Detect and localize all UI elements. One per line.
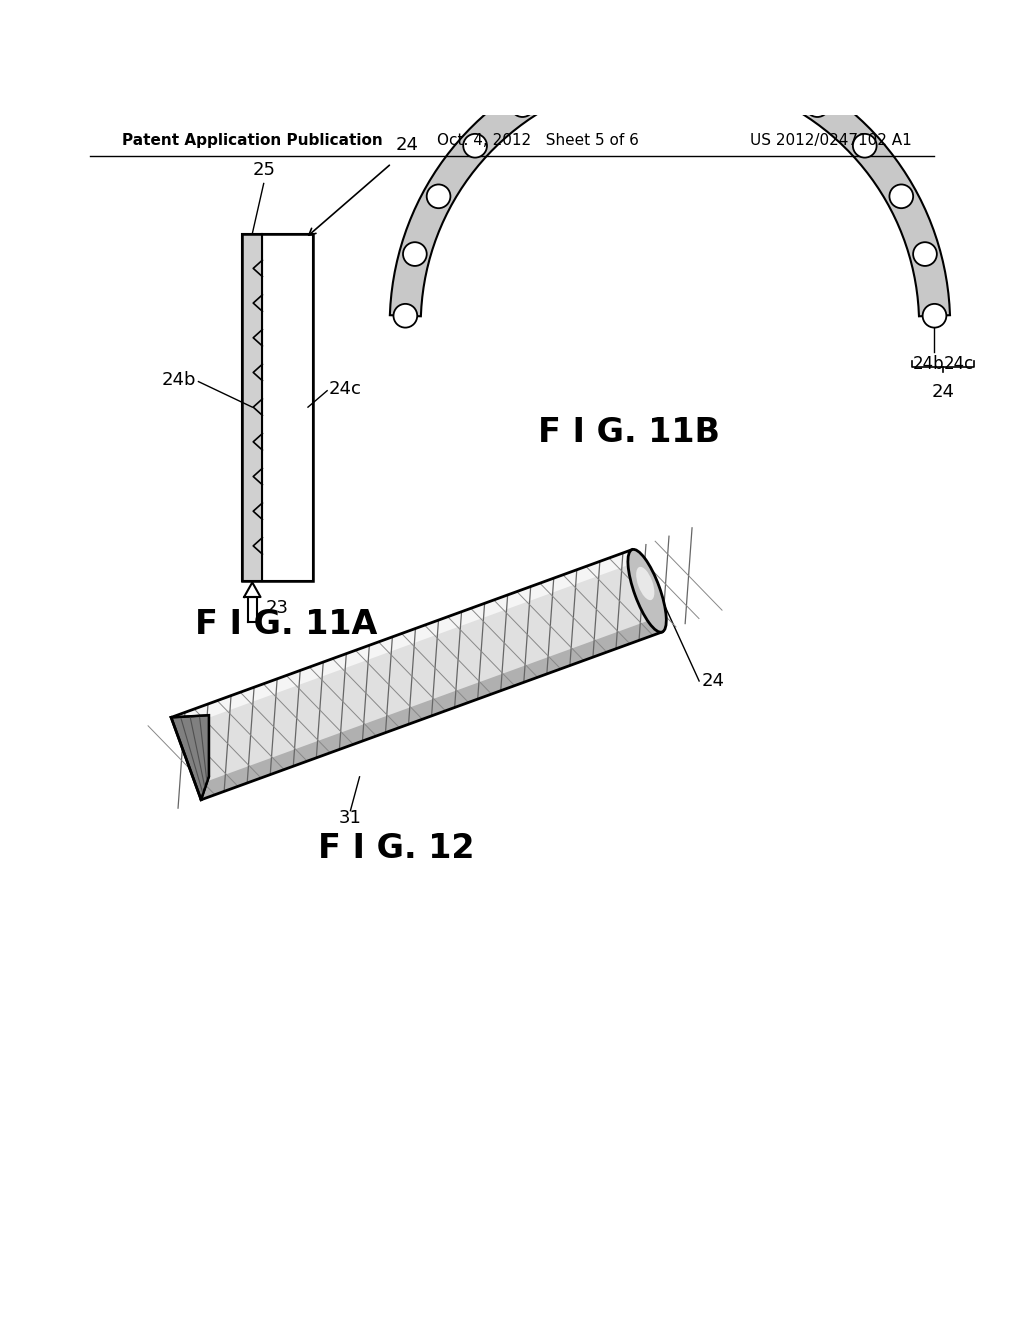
Text: F I G. 11A: F I G. 11A — [196, 609, 378, 642]
Text: 24: 24 — [931, 383, 954, 401]
Circle shape — [890, 185, 913, 209]
Ellipse shape — [628, 549, 667, 632]
Circle shape — [427, 185, 451, 209]
Text: 24c: 24c — [329, 380, 361, 397]
Circle shape — [913, 242, 937, 265]
Circle shape — [750, 65, 774, 88]
Circle shape — [566, 65, 590, 88]
Polygon shape — [171, 549, 663, 800]
Polygon shape — [171, 549, 663, 800]
Circle shape — [403, 242, 427, 265]
Circle shape — [627, 50, 650, 74]
Circle shape — [511, 94, 535, 117]
Polygon shape — [171, 715, 209, 800]
Bar — [243, 234, 312, 581]
Text: 24b: 24b — [162, 371, 197, 389]
Circle shape — [923, 304, 946, 327]
Circle shape — [853, 133, 877, 157]
Text: 24b: 24b — [912, 355, 944, 374]
Bar — [243, 234, 262, 581]
Ellipse shape — [636, 566, 654, 601]
Text: 25: 25 — [252, 161, 275, 180]
Bar — [262, 234, 312, 581]
Text: 31: 31 — [339, 809, 361, 826]
Text: 24: 24 — [701, 672, 725, 690]
Text: Patent Application Publication: Patent Application Publication — [122, 133, 383, 148]
Polygon shape — [171, 549, 637, 730]
Circle shape — [689, 50, 713, 74]
Text: F I G. 11B: F I G. 11B — [538, 416, 720, 449]
Circle shape — [463, 133, 487, 157]
Text: F I G. 12: F I G. 12 — [317, 832, 474, 865]
Polygon shape — [196, 618, 663, 800]
Text: 23: 23 — [266, 599, 289, 616]
Text: US 2012/0247102 A1: US 2012/0247102 A1 — [751, 133, 911, 148]
Circle shape — [806, 94, 829, 117]
Text: 24c: 24c — [944, 355, 974, 374]
Circle shape — [393, 304, 417, 327]
Text: Oct. 4, 2012   Sheet 5 of 6: Oct. 4, 2012 Sheet 5 of 6 — [437, 133, 639, 148]
Text: 24: 24 — [396, 136, 419, 154]
Polygon shape — [390, 45, 950, 317]
